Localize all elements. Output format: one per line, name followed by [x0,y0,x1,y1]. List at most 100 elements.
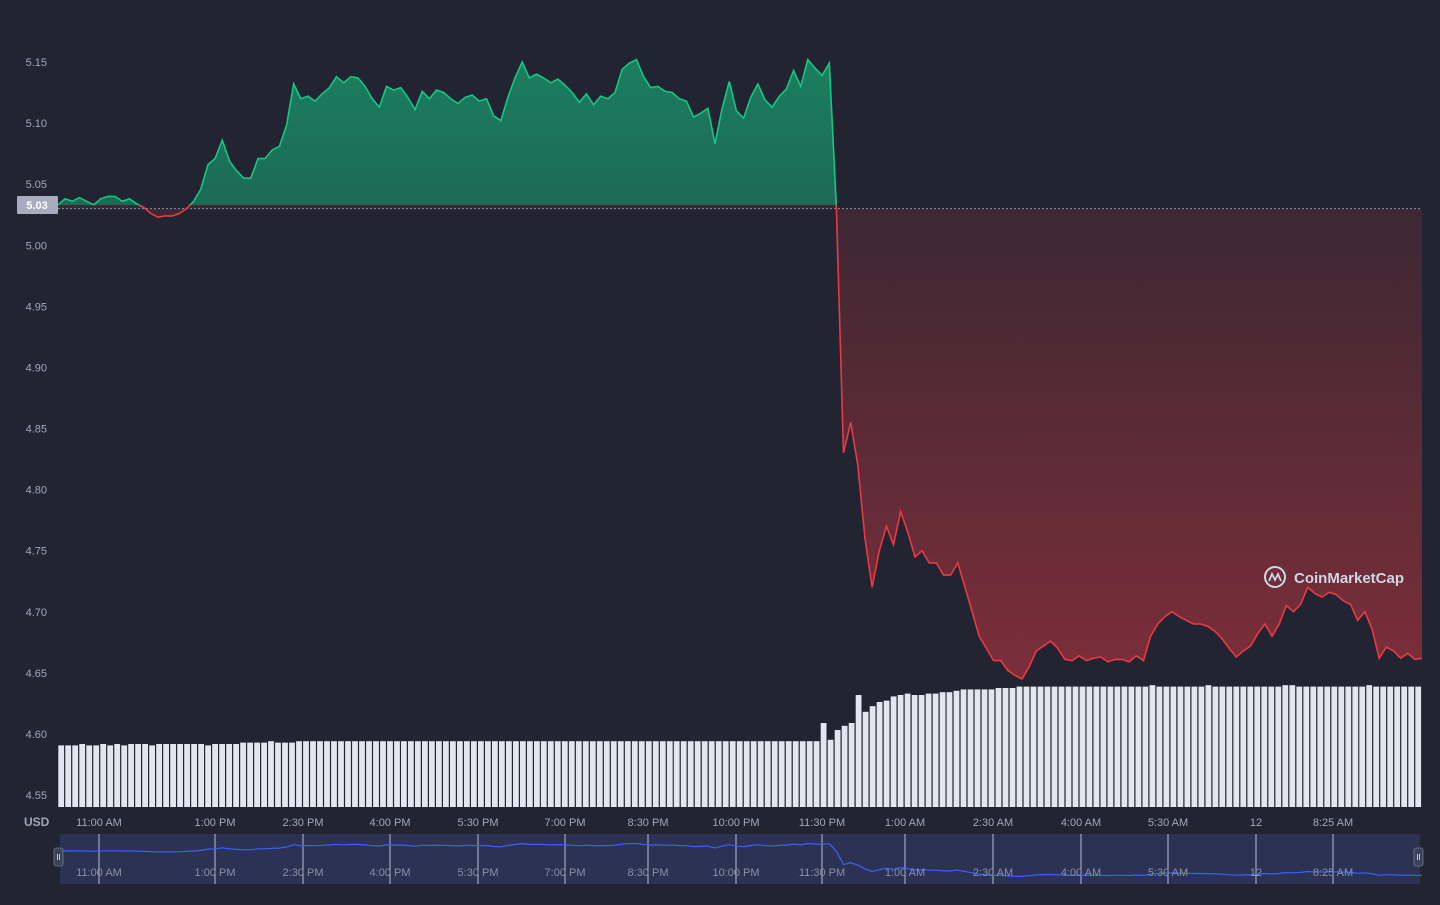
volume-bar [590,741,596,807]
volume-bar [898,695,904,807]
volume-bar [611,741,617,807]
volume-bar [604,741,610,807]
volume-bar [954,691,960,807]
volume-bar [625,741,631,807]
y-tick-label: 5.10 [26,118,47,130]
volume-bar [261,743,267,807]
volume-bar [1366,685,1372,807]
x-tick-label: 7:00 PM [545,817,586,829]
volume-bar [457,741,463,807]
x-tick-label: 5:30 AM [1148,817,1188,829]
x-tick-label: 8:25 AM [1313,817,1353,829]
volume-bar [366,741,372,807]
volume-bar [114,744,120,807]
y-axis: 5.155.105.055.004.954.904.854.804.754.70… [26,57,47,802]
volume-bar [1247,687,1253,807]
volume-bar [849,723,855,807]
volume-bar [478,741,484,807]
volume-bar [1282,685,1288,807]
volume-bar [961,689,967,807]
volume-bar [1275,687,1281,807]
volume-bar [779,741,785,807]
volume-bar [646,741,652,807]
navigator-tick-label: 7:00 PM [545,867,586,879]
volume-bar [247,743,253,807]
volume-bar [1087,687,1093,807]
y-tick-label: 5.15 [26,57,47,69]
volume-bar [254,743,260,807]
volume-bar [338,741,344,807]
volume-bar [947,692,953,807]
volume-bar [1338,687,1344,807]
volume-bar [1261,687,1267,807]
navigator-tick-label: 2:30 PM [283,867,324,879]
volume-bar [1359,687,1365,807]
volume-bar [513,741,519,807]
volume-bar [394,741,400,807]
navigator-right-handle[interactable] [1414,848,1423,866]
volume-bar [765,741,771,807]
volume-bars [58,685,1421,807]
baseline-label: 5.03 [26,200,47,212]
volume-bar [1108,687,1114,807]
volume-bar [121,745,127,807]
volume-bar [982,689,988,807]
volume-bar [1303,687,1309,807]
volume-bar [177,744,183,807]
volume-bar [1178,687,1184,807]
volume-bar [772,741,778,807]
volume-bar [240,743,246,807]
volume-bar [1003,688,1009,807]
volume-bar [1331,687,1337,807]
y-tick-label: 5.05 [26,179,47,191]
volume-bar [450,741,456,807]
volume-bar [996,688,1002,807]
volume-bar [310,741,316,807]
volume-bar [1094,687,1100,807]
volume-bar [786,741,792,807]
y-tick-label: 4.65 [26,668,47,680]
volume-bar [282,743,288,807]
volume-bar [1296,687,1302,807]
volume-bar [1080,687,1086,807]
navigator-tick-label: 4:00 PM [370,867,411,879]
volume-bar [1206,685,1212,807]
volume-bar [345,741,351,807]
navigator-tick-label: 5:30 PM [458,867,499,879]
navigator-left-handle[interactable] [54,848,63,866]
baseline-badge: 5.03 [17,196,58,214]
volume-bar [429,741,435,807]
volume-bar [884,701,890,807]
volume-bar [317,741,323,807]
volume-bar [1024,687,1030,807]
volume-bar [436,741,442,807]
volume-bar [975,689,981,807]
volume-bar [1310,687,1316,807]
volume-bar [723,741,729,807]
volume-bar [541,741,547,807]
volume-bar [1415,687,1421,807]
navigator-tick-label: 12 [1250,867,1262,879]
volume-bar [527,741,533,807]
volume-bar [1254,687,1260,807]
volume-bar [828,740,834,807]
volume-bar [863,712,869,807]
volume-bar [212,744,218,807]
volume-bar [1052,687,1058,807]
volume-bar [352,741,358,807]
volume-bar [1031,687,1037,807]
volume-bar [156,744,162,807]
volume-bar [1143,687,1149,807]
volume-bar [695,741,701,807]
volume-bar [716,741,722,807]
y-tick-label: 5.00 [26,240,47,252]
volume-bar [1129,687,1135,807]
volume-bar [891,696,897,807]
volume-bar [926,694,932,807]
volume-bar [331,741,337,807]
volume-bar [667,741,673,807]
